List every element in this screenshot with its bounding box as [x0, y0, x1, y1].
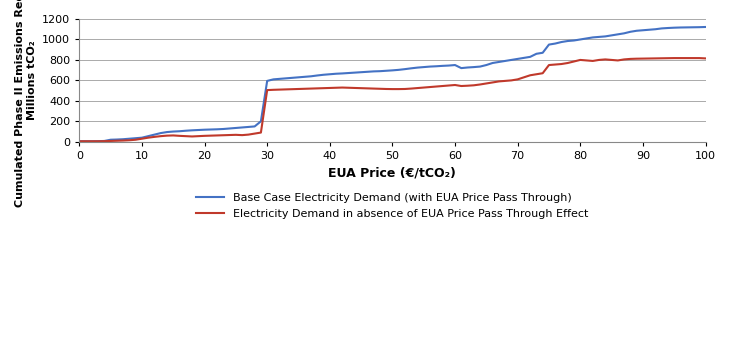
Line: Base Case Electricity Demand (with EUA Price Pass Through): Base Case Electricity Demand (with EUA P… [79, 27, 705, 141]
Electricity Demand in absence of EUA Price Pass Through Effect [513, 77, 522, 82]
Electricity Demand in absence of EUA Price Pass Through Effect [232, 132, 240, 137]
Electricity Demand in absence of EUA Price Pass Through Effect [75, 139, 83, 143]
Line: Electricity Demand in absence of EUA Price Pass Through Effect: Electricity Demand in absence of EUA Pri… [79, 58, 705, 141]
Base Case Electricity Demand (with EUA Price Pass Through) [513, 57, 522, 61]
Base Case Electricity Demand (with EUA Price Pass Through) [545, 42, 553, 47]
Base Case Electricity Demand (with EUA Price Pass Through) [118, 137, 127, 142]
Electricity Demand in absence of EUA Price Pass Through Effect [118, 138, 127, 143]
Base Case Electricity Demand (with EUA Price Pass Through) [363, 70, 372, 74]
X-axis label: EUA Price (€/tCO₂): EUA Price (€/tCO₂) [328, 166, 456, 179]
Y-axis label: Cumulated Phase II Emissions Reduction
Millions tCO₂: Cumulated Phase II Emissions Reduction M… [15, 0, 37, 207]
Base Case Electricity Demand (with EUA Price Pass Through) [75, 139, 83, 143]
Base Case Electricity Demand (with EUA Price Pass Through) [450, 63, 459, 67]
Legend: Base Case Electricity Demand (with EUA Price Pass Through), Electricity Demand i: Base Case Electricity Demand (with EUA P… [192, 188, 593, 223]
Base Case Electricity Demand (with EUA Price Pass Through) [232, 126, 240, 130]
Electricity Demand in absence of EUA Price Pass Through Effect [363, 86, 372, 90]
Electricity Demand in absence of EUA Price Pass Through Effect [670, 56, 678, 60]
Base Case Electricity Demand (with EUA Price Pass Through) [701, 25, 710, 29]
Electricity Demand in absence of EUA Price Pass Through Effect [545, 63, 553, 67]
Electricity Demand in absence of EUA Price Pass Through Effect [450, 83, 459, 87]
Electricity Demand in absence of EUA Price Pass Through Effect [701, 56, 710, 61]
